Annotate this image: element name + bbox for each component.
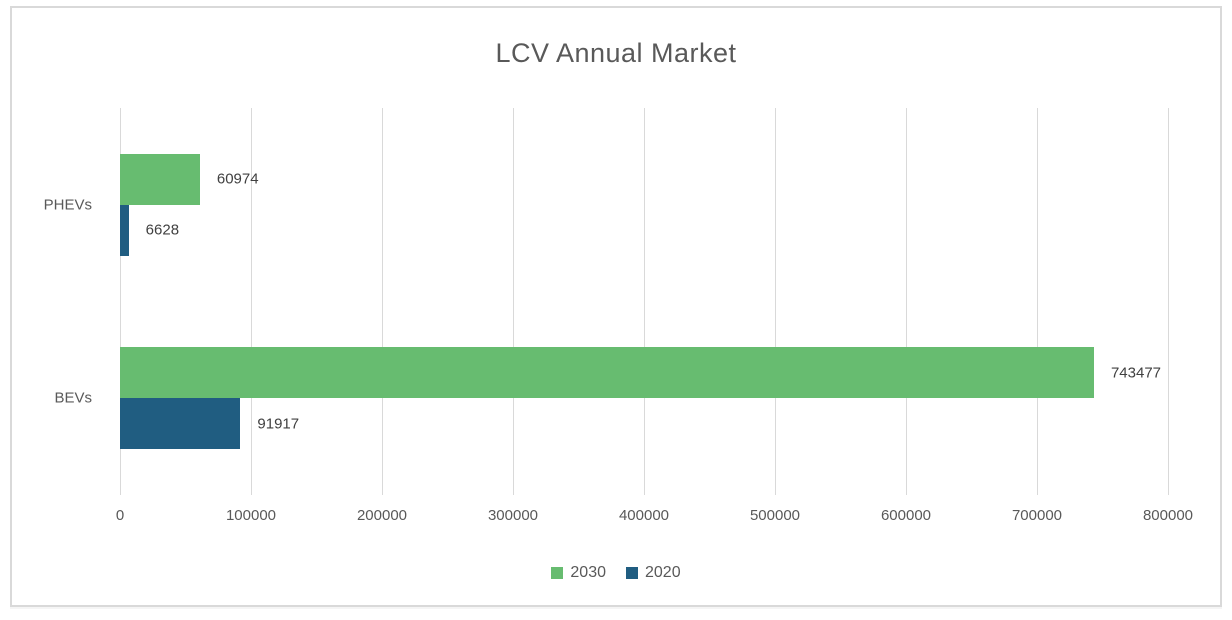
gridline-500000	[775, 108, 776, 495]
legend-label-2020: 2020	[645, 564, 681, 581]
data-label-PHEVs-2020: 6628	[145, 221, 180, 239]
x-tick-label-800000: 800000	[1142, 507, 1194, 524]
data-label-BEVs-2030: 743477	[1110, 364, 1162, 382]
data-label-PHEVs-2030: 60974	[216, 170, 259, 188]
gridline-100000	[251, 108, 252, 495]
gridline-800000	[1168, 108, 1169, 495]
gridline-300000	[513, 108, 514, 495]
category-label-BEVs: BEVs	[54, 389, 92, 407]
bar-PHEVs-2030	[120, 153, 200, 205]
x-tick-label-300000: 300000	[487, 507, 539, 524]
plot-area: 60974 6628 743477 91917	[120, 108, 1169, 495]
x-tick-label-500000: 500000	[749, 507, 801, 524]
gridline-0	[120, 108, 121, 495]
gridline-200000	[382, 108, 383, 495]
gridline-700000	[1037, 108, 1038, 495]
x-tick-label-400000: 400000	[618, 507, 670, 524]
gridline-400000	[644, 108, 645, 495]
legend-item-2030: 2030	[551, 564, 606, 582]
chart-frame: LCV Annual Market 60974 6628 743477 91917 P…	[10, 6, 1222, 607]
bar-BEVs-2020	[120, 398, 241, 450]
data-label-BEVs-2020: 91917	[257, 415, 300, 433]
legend: 2030 2020	[12, 564, 1220, 582]
x-tick-label-200000: 200000	[356, 507, 408, 524]
x-tick-label-0: 0	[115, 507, 125, 524]
x-tick-label-100000: 100000	[225, 507, 277, 524]
bar-BEVs-2030	[120, 347, 1094, 399]
legend-swatch-2020	[626, 567, 638, 579]
legend-label-2030: 2030	[570, 564, 606, 581]
category-label-PHEVs: PHEVs	[43, 196, 92, 214]
x-tick-label-700000: 700000	[1011, 507, 1063, 524]
x-tick-label-600000: 600000	[880, 507, 932, 524]
bar-PHEVs-2020	[120, 204, 129, 256]
gridline-600000	[906, 108, 907, 495]
chart-title: LCV Annual Market	[495, 38, 737, 68]
legend-item-2020: 2020	[626, 564, 681, 582]
legend-swatch-2030	[551, 567, 564, 579]
